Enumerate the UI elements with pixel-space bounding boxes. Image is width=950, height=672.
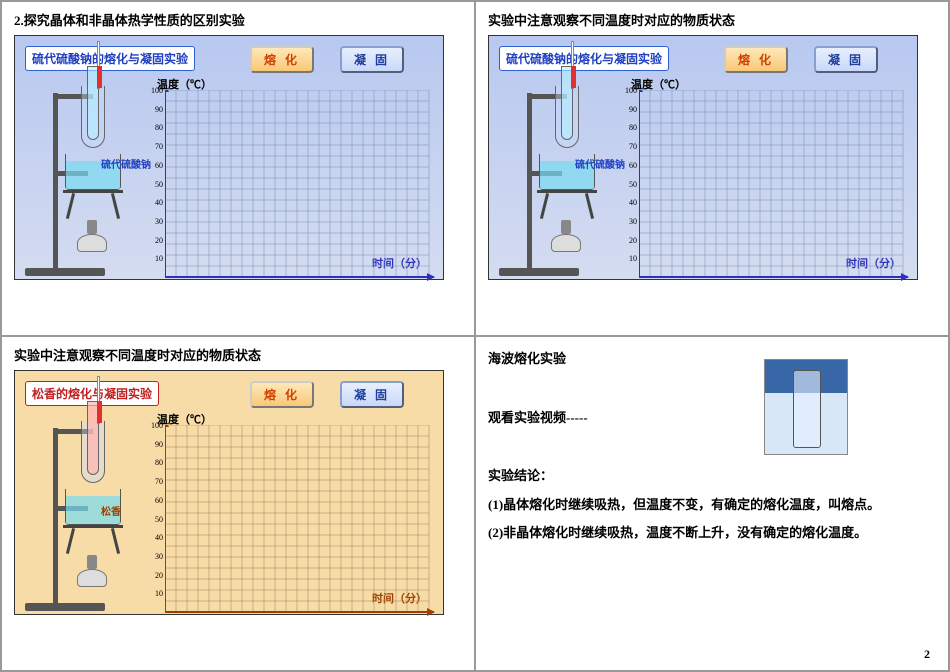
- heading-tl: 2.探究晶体和非晶体热学性质的区别实验: [14, 10, 462, 29]
- melt-button[interactable]: 熔 化: [724, 46, 788, 73]
- experiment-thumbnail: [764, 359, 848, 455]
- y-tick: 100: [621, 86, 637, 95]
- sim-title: 硫代硫酸钠的熔化与凝固实验: [25, 46, 195, 71]
- melt-button[interactable]: 熔 化: [250, 381, 314, 408]
- y-tick: 10: [621, 254, 637, 263]
- y-tick: 20: [621, 236, 637, 245]
- chart-area: 温度（℃）时间（分）100908070605040302010: [145, 78, 435, 273]
- page-number: 2: [924, 647, 930, 662]
- y-tick: 90: [621, 105, 637, 114]
- y-tick: 80: [147, 458, 163, 467]
- apparatus: [517, 86, 617, 276]
- sim-title: 硫代硫酸钠的熔化与凝固实验: [499, 46, 669, 71]
- cell-bottom-left: 实验中注意观察不同温度时对应的物质状态 松香的熔化与凝固实验熔 化凝 固松香温度…: [1, 336, 475, 671]
- y-tick: 70: [147, 477, 163, 486]
- y-tick: 30: [147, 552, 163, 561]
- y-tick: 40: [621, 198, 637, 207]
- y-tick: 90: [147, 440, 163, 449]
- cell-bottom-right: 海波熔化实验 观看实验视频----- 实验结论： (1)晶体熔化时继续吸热，但温…: [475, 336, 949, 671]
- y-tick: 20: [147, 571, 163, 580]
- melt-button[interactable]: 熔 化: [250, 46, 314, 73]
- sample-label: 硫代硫酸钠: [101, 156, 151, 171]
- br-line2: 观看实验视频-----: [488, 404, 936, 433]
- y-tick: 30: [147, 217, 163, 226]
- chart-grid: [165, 90, 437, 285]
- cell-top-right: 实验中注意观察不同温度时对应的物质状态 硫代硫酸钠的熔化与凝固实验 熔 化凝 固硫…: [475, 1, 949, 336]
- y-tick: 60: [147, 161, 163, 170]
- solidify-button[interactable]: 凝 固: [340, 381, 404, 408]
- sim-panel-thio-1: 硫代硫酸钠的熔化与凝固实验熔 化凝 固硫代硫酸钠温度（℃）时间（分）100908…: [14, 35, 444, 280]
- y-tick: 40: [147, 198, 163, 207]
- conclusion-heading: 实验结论：: [488, 462, 936, 491]
- y-tick: 100: [147, 421, 163, 430]
- conclusion-1: (1)晶体熔化时继续吸热，但温度不变，有确定的熔化温度，叫熔点。: [488, 491, 936, 520]
- y-tick: 80: [147, 123, 163, 132]
- y-tick: 100: [147, 86, 163, 95]
- y-tick: 60: [621, 161, 637, 170]
- solidify-button[interactable]: 凝 固: [814, 46, 878, 73]
- y-tick: 10: [147, 254, 163, 263]
- sim-panel-thio-2: 硫代硫酸钠的熔化与凝固实验熔 化凝 固硫代硫酸钠温度（℃）时间（分）100908…: [488, 35, 918, 280]
- chart-area: 温度（℃）时间（分）100908070605040302010: [619, 78, 909, 273]
- y-tick: 50: [147, 180, 163, 189]
- apparatus: [43, 86, 143, 276]
- y-tick: 90: [147, 105, 163, 114]
- y-tick: 30: [621, 217, 637, 226]
- chart-grid: [639, 90, 911, 285]
- y-tick: 20: [147, 236, 163, 245]
- heading-bl: 实验中注意观察不同温度时对应的物质状态: [14, 345, 462, 364]
- cell-top-left: 2.探究晶体和非晶体热学性质的区别实验 硫代硫酸钠的熔化与凝固实验 熔 化凝 固硫…: [1, 1, 475, 336]
- y-tick: 40: [147, 533, 163, 542]
- y-tick: 50: [621, 180, 637, 189]
- y-tick: 70: [621, 142, 637, 151]
- y-tick: 70: [147, 142, 163, 151]
- chart-area: 温度（℃）时间（分）100908070605040302010: [145, 413, 435, 608]
- y-tick: 50: [147, 515, 163, 524]
- sim-panel-rosin: 松香的熔化与凝固实验熔 化凝 固松香温度（℃）时间（分）100908070605…: [14, 370, 444, 615]
- solidify-button[interactable]: 凝 固: [340, 46, 404, 73]
- heading-tr: 实验中注意观察不同温度时对应的物质状态: [488, 10, 936, 29]
- chart-grid: [165, 425, 437, 620]
- y-tick: 10: [147, 589, 163, 598]
- apparatus: [43, 421, 143, 611]
- sample-label: 松香: [101, 503, 121, 518]
- sample-label: 硫代硫酸钠: [575, 156, 625, 171]
- conclusion-2: (2)非晶体熔化时继续吸热，温度不断上升，没有确定的熔化温度。: [488, 519, 936, 548]
- y-tick: 60: [147, 496, 163, 505]
- br-line1: 海波熔化实验: [488, 345, 936, 374]
- y-tick: 80: [621, 123, 637, 132]
